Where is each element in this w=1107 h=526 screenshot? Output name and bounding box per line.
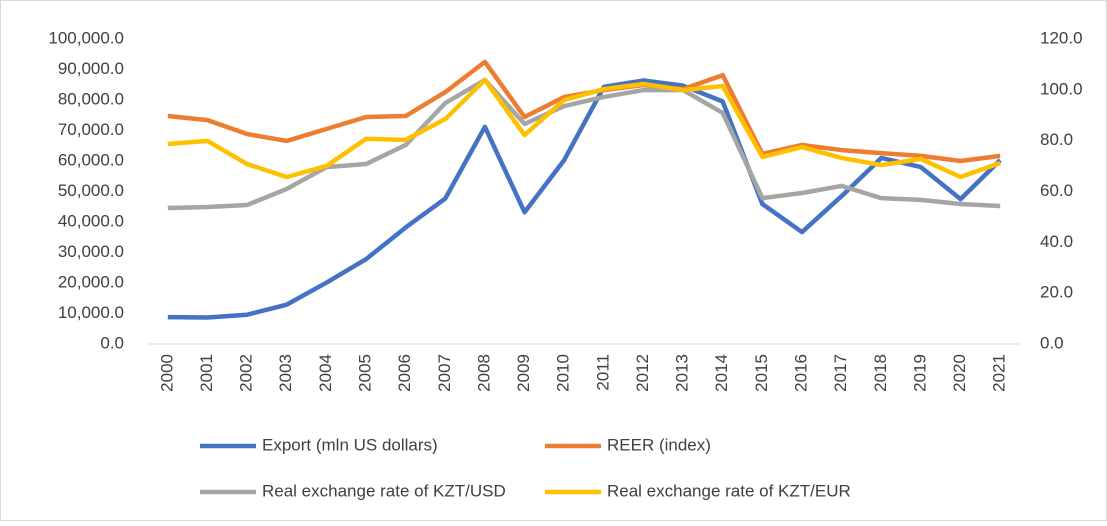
y-tick-label: 30,000.0	[58, 242, 124, 261]
y-tick-label: 60,000.0	[58, 150, 124, 169]
y-tick-label: 10,000.0	[58, 303, 124, 322]
x-tick-label: 2011	[593, 354, 612, 391]
y-tick-label: 0.0	[100, 333, 124, 352]
x-tick-label: 2014	[712, 354, 731, 392]
y-tick-label: 20,000.0	[58, 272, 124, 291]
x-tick-label: 2020	[950, 354, 969, 392]
x-tick-label: 2002	[237, 354, 256, 392]
x-tick-label: 2006	[395, 354, 414, 392]
x-tick-label: 2010	[554, 354, 573, 392]
y-tick-label: 100,000.0	[48, 28, 124, 47]
legend-label: Export (mln US dollars)	[262, 435, 438, 454]
x-tick-label: 2007	[435, 354, 454, 392]
series-line	[167, 77, 1001, 211]
y-tick-label: 70,000.0	[58, 120, 124, 139]
series-line	[167, 77, 1001, 180]
x-tick-label: 2013	[673, 354, 692, 392]
legend-label: REER (index)	[607, 435, 711, 454]
x-tick-label: 2016	[791, 354, 810, 392]
x-tick-label: 2009	[514, 354, 533, 392]
x-tick-label: 2017	[831, 354, 850, 392]
x-tick-label: 2004	[316, 354, 335, 392]
x-tick-label: 2021	[990, 354, 1009, 392]
y-tick-label: 50,000.0	[58, 181, 124, 200]
x-tick-label: 2008	[474, 354, 493, 392]
y2-tick-label: 120.0	[1040, 28, 1083, 47]
x-tick-label: 2000	[157, 354, 176, 392]
x-tick-label: 2015	[752, 354, 771, 392]
y-tick-label: 90,000.0	[58, 59, 124, 78]
legend-label: Real exchange rate of KZT/EUR	[607, 481, 851, 500]
y2-tick-label: 80.0	[1040, 130, 1073, 149]
y2-tick-label: 100.0	[1040, 79, 1083, 98]
x-tick-label: 2001	[197, 354, 216, 392]
y2-tick-label: 40.0	[1040, 232, 1073, 251]
legend-label: Real exchange rate of KZT/USD	[262, 481, 506, 500]
x-tick-label: 2018	[871, 354, 890, 392]
x-tick-label: 2005	[355, 354, 374, 392]
x-tick-label: 2012	[633, 354, 652, 392]
y2-tick-label: 0.0	[1040, 333, 1064, 352]
y2-tick-label: 60.0	[1040, 181, 1073, 200]
y2-tick-label: 20.0	[1040, 283, 1073, 302]
series-line	[167, 78, 1002, 320]
x-tick-label: 2003	[276, 354, 295, 392]
y-tick-label: 80,000.0	[58, 89, 124, 108]
y-tick-label: 40,000.0	[58, 211, 124, 230]
x-tick-label: 2019	[910, 354, 929, 392]
